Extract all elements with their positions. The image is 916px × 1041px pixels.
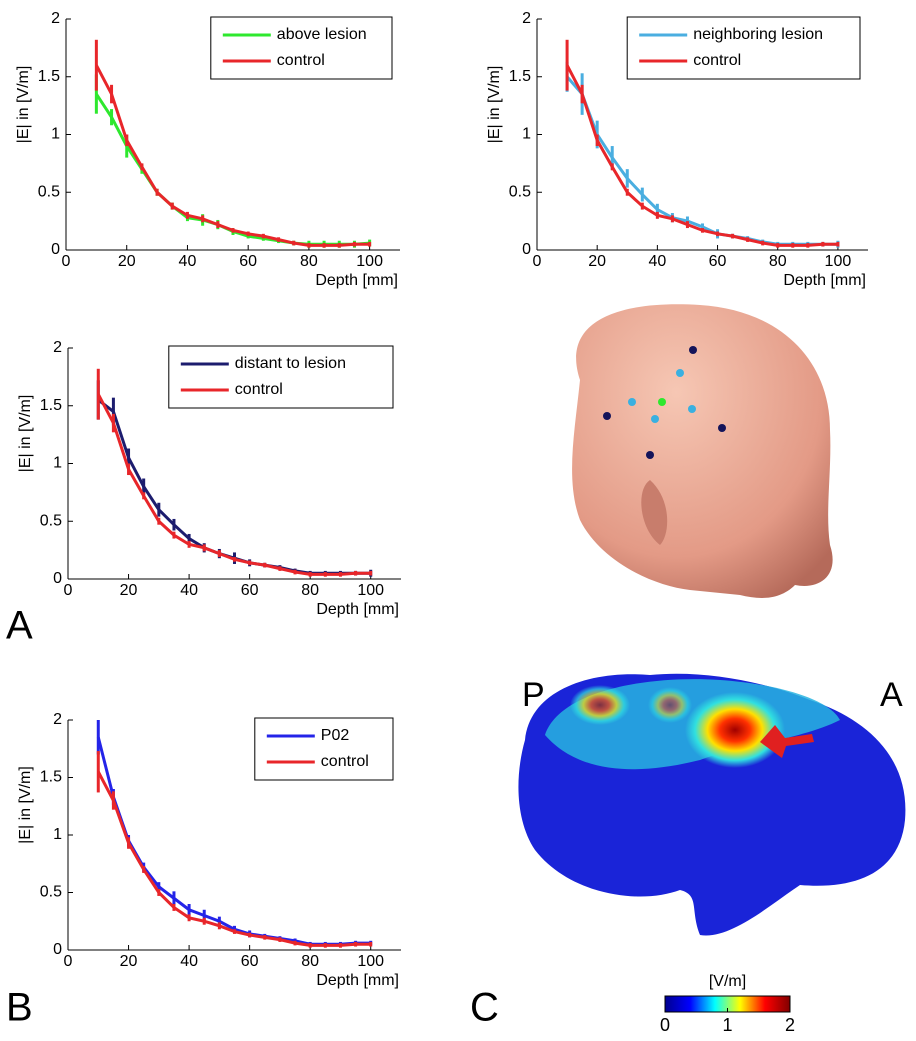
legend-box bbox=[210, 16, 393, 80]
y-tick-label: 0 bbox=[53, 570, 62, 587]
y-tick-label: 0 bbox=[53, 941, 62, 958]
legend-box bbox=[254, 717, 394, 781]
y-tick-label: 0.5 bbox=[40, 512, 62, 529]
x-tick-label: 20 bbox=[120, 953, 138, 970]
y-tick-label: 2 bbox=[51, 10, 60, 27]
y-axis-label: |E| in [V/m] bbox=[17, 766, 34, 844]
x-tick-label: 60 bbox=[241, 582, 259, 599]
y-tick-label: 2 bbox=[522, 10, 531, 27]
colorbar-tick-label: 2 bbox=[785, 1015, 795, 1035]
y-tick-label: 1.5 bbox=[40, 769, 62, 786]
y-axis-label: |E| in [V/m] bbox=[17, 395, 34, 473]
x-tick-label: 0 bbox=[62, 253, 71, 270]
colorbar-title: [V/m] bbox=[709, 973, 746, 990]
legend-label: control bbox=[321, 753, 369, 770]
x-tick-label: 60 bbox=[241, 953, 259, 970]
panel-label: B bbox=[6, 986, 33, 1030]
x-tick-label: 40 bbox=[180, 953, 198, 970]
colorbar-tick-label: 0 bbox=[660, 1015, 670, 1035]
x-tick-label: 80 bbox=[301, 953, 319, 970]
y-tick-label: 1.5 bbox=[40, 397, 62, 414]
x-tick-label: 0 bbox=[533, 253, 542, 270]
y-tick-label: 0.5 bbox=[38, 183, 60, 200]
x-tick-label: 20 bbox=[120, 582, 138, 599]
y-tick-label: 1 bbox=[51, 126, 60, 143]
x-tick-label: 80 bbox=[769, 253, 787, 270]
x-tick-label: 100 bbox=[825, 253, 852, 270]
x-axis-label: Depth [mm] bbox=[315, 272, 398, 289]
head-model bbox=[572, 304, 833, 598]
legend-box bbox=[168, 345, 394, 409]
y-tick-label: 1 bbox=[53, 455, 62, 472]
legend-label: above lesion bbox=[277, 26, 367, 43]
legend-label: P02 bbox=[321, 727, 350, 744]
x-axis-label: Depth [mm] bbox=[316, 972, 399, 989]
brain-map bbox=[518, 673, 906, 936]
x-tick-label: 80 bbox=[301, 582, 319, 599]
y-tick-label: 1.5 bbox=[509, 68, 531, 85]
y-tick-label: 0 bbox=[522, 241, 531, 258]
x-tick-label: 60 bbox=[709, 253, 727, 270]
x-tick-label: 100 bbox=[357, 953, 384, 970]
legend-label: control bbox=[235, 381, 283, 398]
x-tick-label: 80 bbox=[300, 253, 318, 270]
x-axis-label: Depth [mm] bbox=[316, 601, 399, 618]
data-line bbox=[95, 93, 370, 246]
x-tick-label: 0 bbox=[64, 582, 73, 599]
x-tick-label: 60 bbox=[239, 253, 257, 270]
y-tick-label: 2 bbox=[53, 339, 62, 356]
y-tick-label: 0.5 bbox=[40, 884, 62, 901]
legend-box bbox=[626, 16, 861, 80]
y-tick-label: 1 bbox=[53, 826, 62, 843]
x-tick-label: 40 bbox=[179, 253, 197, 270]
x-tick-label: 0 bbox=[64, 953, 73, 970]
panel-label: A bbox=[6, 604, 33, 648]
x-tick-label: 100 bbox=[357, 582, 384, 599]
y-tick-label: 1.5 bbox=[38, 68, 60, 85]
x-axis-label: Depth [mm] bbox=[783, 272, 866, 289]
y-tick-label: 1 bbox=[522, 126, 531, 143]
data-line bbox=[96, 771, 371, 947]
legend-label: distant to lesion bbox=[235, 355, 346, 372]
y-axis-label: |E| in [V/m] bbox=[15, 66, 32, 144]
x-tick-label: 40 bbox=[180, 582, 198, 599]
legend-label: control bbox=[277, 52, 325, 69]
colorbar-tick-label: 1 bbox=[722, 1015, 732, 1035]
y-tick-label: 0.5 bbox=[509, 183, 531, 200]
y-tick-label: 0 bbox=[51, 241, 60, 258]
panel-label: C bbox=[470, 986, 499, 1030]
data-line bbox=[565, 64, 838, 247]
brain-orientation-label: P bbox=[522, 676, 545, 714]
legend-label: neighboring lesion bbox=[693, 26, 823, 43]
brain-orientation-label: A bbox=[880, 676, 903, 714]
data-line bbox=[95, 64, 370, 247]
x-tick-label: 100 bbox=[356, 253, 383, 270]
x-tick-label: 20 bbox=[588, 253, 606, 270]
data-line bbox=[96, 393, 371, 576]
x-tick-label: 20 bbox=[118, 253, 136, 270]
legend-label: control bbox=[693, 52, 741, 69]
y-tick-label: 2 bbox=[53, 711, 62, 728]
y-axis-label: |E| in [V/m] bbox=[486, 66, 503, 144]
x-tick-label: 40 bbox=[648, 253, 666, 270]
